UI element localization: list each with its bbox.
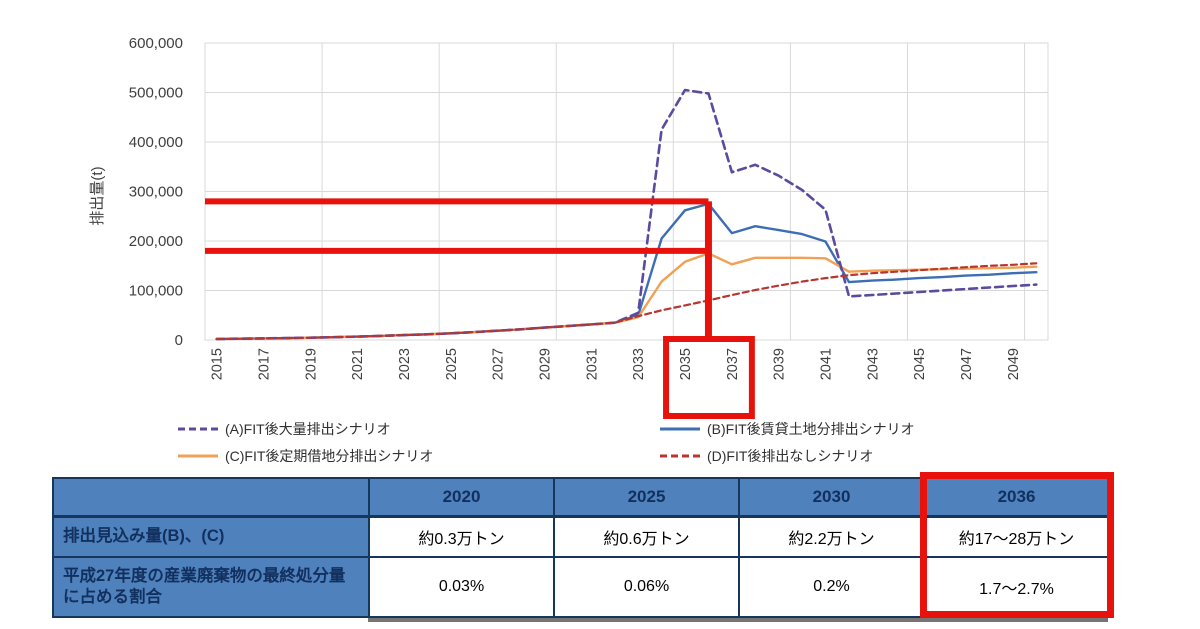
y-axis-tick-label: 600,000 [129, 35, 183, 52]
table-header-2025: 2025 [553, 477, 740, 518]
y-axis-tick-label: 100,000 [129, 283, 183, 300]
legend-label-B: (B)FIT後賃貸土地分排出シナリオ [707, 421, 915, 437]
x-axis-tick-label: 2023 [397, 348, 413, 380]
x-axis-tick-label: 2021 [350, 348, 366, 380]
table-header-2036: 2036 [923, 477, 1110, 518]
y-axis-tick-label: 400,000 [129, 134, 183, 151]
legend-item-C: (C)FIT後定期借地分排出シナリオ [178, 446, 660, 466]
legend-label-A: (A)FIT後大量排出シナリオ [225, 421, 391, 437]
legend-label-C: (C)FIT後定期借地分排出シナリオ [225, 448, 434, 464]
legend-item-A: (A)FIT後大量排出シナリオ [178, 419, 660, 439]
scenario-table-wrap: 2020 2025 2030 2036 排出見込み量(B)、(C) 約0.3万トン 約0.6… [52, 477, 1110, 618]
table-row-label: 平成27年度の産業廃棄物の最終処分量に占める割合 [52, 556, 370, 618]
table-cell-2030-row1: 約2.2万トン [738, 515, 925, 558]
x-axis-tick-label: 2019 [303, 348, 319, 380]
y-axis-tick-label: 500,000 [129, 85, 183, 102]
series-line-A [215, 88, 1038, 341]
y-axis-tick-label: 200,000 [129, 233, 183, 250]
y-axis-title: 排出量(t) [89, 166, 106, 225]
legend-marker-A [178, 427, 218, 431]
table-header-2020: 2020 [368, 477, 555, 518]
series-line-D [215, 262, 1038, 341]
chart-legend: (A)FIT後大量排出シナリオ (B)FIT後賃貸土地分排出シナリオ (C)FIT後… [178, 419, 915, 466]
table-cell-2036-row2: 1.7〜2.7% [923, 556, 1110, 618]
x-axis-tick-label: 2043 [865, 348, 881, 380]
legend-item-B: (B)FIT後賃貸土地分排出シナリオ [660, 419, 915, 439]
scenario-table: 2020 2025 2030 2036 排出見込み量(B)、(C) 約0.3万トン 約0.6… [52, 477, 1110, 618]
emissions-line-chart: 0 100,000 200,000 300,000 400,000 500,000 600,… [89, 35, 1049, 419]
table-header-2030: 2030 [738, 477, 925, 518]
table-header-row: 2020 2025 2030 2036 [52, 477, 1110, 518]
table-bottom-shadow [368, 618, 1108, 622]
table-cell-2036-row1: 約17〜28万トン [923, 515, 1110, 558]
x-axis-tick-label: 2033 [631, 348, 647, 380]
x-axis-tick-label: 2017 [257, 348, 273, 380]
x-axis-tick-label: 2041 [819, 348, 835, 380]
table-corner-cell [52, 477, 370, 518]
x-axis-tick-label: 2025 [444, 348, 460, 380]
x-axis-tick-label: 2039 [772, 348, 788, 380]
table-row-label: 排出見込み量(B)、(C) [52, 515, 370, 558]
legend-item-D: (D)FIT後排出なしシナリオ [660, 446, 915, 466]
legend-marker-B [660, 427, 700, 431]
table-row: 排出見込み量(B)、(C) 約0.3万トン 約0.6万トン 約2.2万トン 約17〜28… [52, 515, 1110, 558]
y-axis-tick-label: 0 [175, 332, 183, 349]
x-axis-tick-label: 2047 [959, 348, 975, 380]
x-axis-tick-label: 2015 [210, 348, 226, 380]
annotation-box-2035-2037 [663, 336, 755, 419]
x-axis-tick-label: 2027 [491, 348, 507, 380]
x-axis-tick-label: 2045 [912, 348, 928, 380]
table-cell-2030-row2: 0.2% [738, 556, 925, 618]
legend-marker-C [178, 454, 218, 458]
x-axis-tick-label: 2049 [1006, 348, 1022, 380]
legend-label-D: (D)FIT後排出なしシナリオ [707, 448, 874, 464]
table-cell-2025-row2: 0.06% [553, 556, 740, 618]
table-cell-2025-row1: 約0.6万トン [553, 515, 740, 558]
y-axis-tick-label: 300,000 [129, 184, 183, 201]
x-axis-tick-label: 2037 [725, 348, 741, 380]
series-line-C [215, 252, 1038, 341]
table-row: 平成27年度の産業廃棄物の最終処分量に占める割合 0.03% 0.06% 0.2% 1.… [52, 556, 1110, 618]
x-axis-tick-label: 2031 [584, 348, 600, 380]
table-cell-2020-row1: 約0.3万トン [368, 515, 555, 558]
legend-marker-D [660, 454, 700, 458]
x-axis-tick-label: 2035 [678, 348, 694, 380]
plot-border [204, 42, 1049, 341]
table-cell-2020-row2: 0.03% [368, 556, 555, 618]
x-axis-tick-label: 2029 [538, 348, 554, 380]
